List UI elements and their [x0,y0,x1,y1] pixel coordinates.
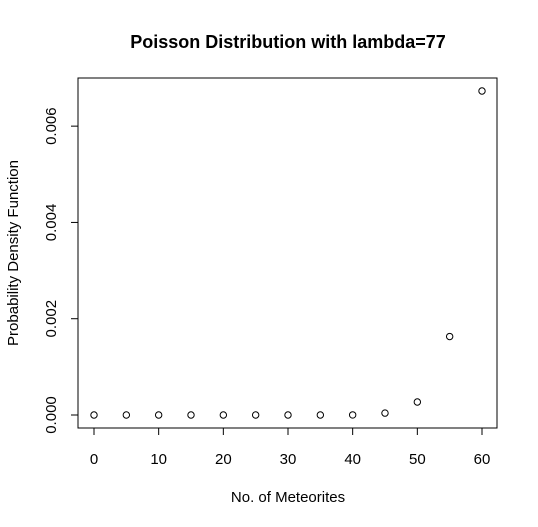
x-tick-label: 10 [150,451,167,468]
data-point [251,411,260,419]
data-point [381,409,389,417]
data-point [478,87,486,95]
y-tick-label: 0.006 [43,107,60,145]
data-point [284,411,292,419]
y-axis-label: Probability Density Function [5,160,22,346]
data-point [413,398,422,406]
data-point [90,411,98,419]
y-axis: 0.000 0.002 0.004 0.006 [43,91,79,434]
y-tick-label: 0.000 [43,396,60,434]
plot-frame [77,77,498,429]
x-tick-label: 20 [215,451,232,468]
x-tick-label: 0 [90,451,98,468]
x-tick-label: 50 [409,451,426,468]
data-points [90,87,486,419]
data-point [316,411,325,419]
x-tick-label: 40 [344,451,361,468]
data-point [122,411,131,419]
x-axis-label: No. of Meteorites [231,489,345,506]
x-axis: 0 10 20 30 40 50 60 [90,427,491,468]
x-tick-label: 30 [280,451,297,468]
data-point [348,411,357,419]
y-tick-label: 0.004 [43,204,60,242]
data-point [154,411,163,419]
data-point [187,411,195,419]
data-point [219,411,228,419]
x-tick-label: 60 [474,451,491,468]
y-tick-label: 0.002 [43,300,60,338]
data-point [445,332,454,341]
chart-title: Poisson Distribution with lambda=77 [130,32,446,52]
